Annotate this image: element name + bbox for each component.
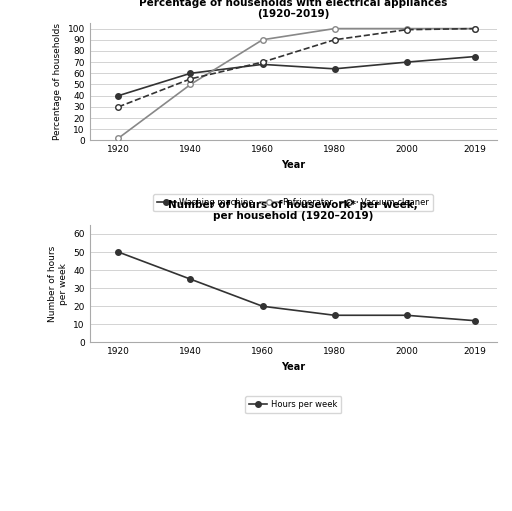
X-axis label: Year: Year <box>281 362 305 372</box>
Y-axis label: Number of hours
per week: Number of hours per week <box>48 246 68 322</box>
Legend: Hours per week: Hours per week <box>245 396 342 413</box>
Legend: Washing machine, Refrigerator, Vacuum cleaner: Washing machine, Refrigerator, Vacuum cl… <box>153 194 433 211</box>
Title: Percentage of households with electrical appliances
(1920–2019): Percentage of households with electrical… <box>139 0 447 19</box>
X-axis label: Year: Year <box>281 160 305 170</box>
Title: Number of hours of housework* per week,
per household (1920–2019): Number of hours of housework* per week, … <box>168 200 418 221</box>
Y-axis label: Percentage of households: Percentage of households <box>53 23 62 140</box>
